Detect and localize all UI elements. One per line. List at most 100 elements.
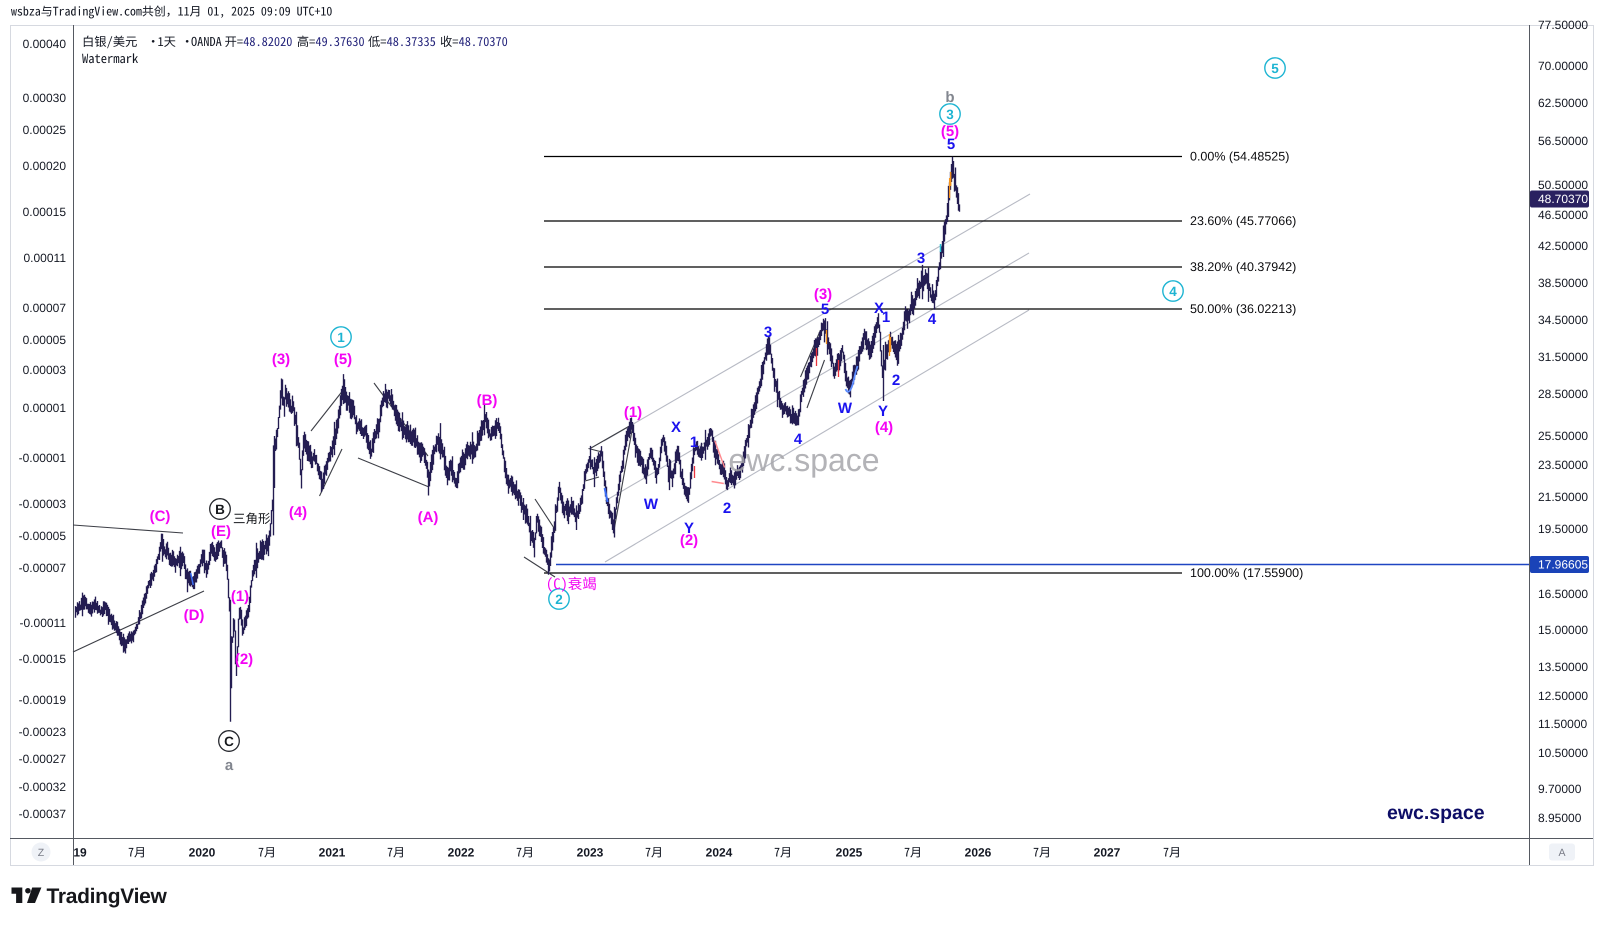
- svg-text:11.50000: 11.50000: [1538, 717, 1587, 731]
- svg-text:10.50000: 10.50000: [1538, 746, 1588, 760]
- svg-text:3: 3: [917, 250, 925, 267]
- svg-text:-0.00032: -0.00032: [19, 780, 67, 794]
- svg-text:4: 4: [928, 311, 937, 328]
- svg-text:23.50000: 23.50000: [1538, 458, 1588, 472]
- svg-text:-0.00037: -0.00037: [19, 807, 67, 821]
- svg-text:B: B: [215, 502, 225, 517]
- svg-text:Y: Y: [684, 520, 694, 537]
- svg-text:0.00030: 0.00030: [23, 91, 67, 105]
- svg-text:(4): (4): [875, 419, 893, 436]
- svg-text:-0.00015: -0.00015: [19, 652, 67, 666]
- svg-text:X: X: [671, 419, 681, 436]
- svg-text:1: 1: [337, 330, 345, 345]
- svg-text:Y: Y: [878, 403, 888, 420]
- svg-text:4: 4: [794, 431, 803, 448]
- svg-text:46.50000: 46.50000: [1538, 208, 1588, 222]
- svg-text:21.50000: 21.50000: [1538, 490, 1588, 504]
- svg-text:C: C: [224, 734, 234, 749]
- svg-text:X: X: [874, 300, 884, 317]
- svg-text:70.00000: 70.00000: [1538, 59, 1588, 73]
- svg-text:2026: 2026: [965, 846, 992, 860]
- svg-text:16.50000: 16.50000: [1538, 587, 1588, 601]
- svg-text:-0.00005: -0.00005: [19, 529, 67, 543]
- svg-text:-0.00011: -0.00011: [20, 616, 67, 630]
- svg-text:2027: 2027: [1094, 846, 1121, 860]
- svg-text:-0.00027: -0.00027: [19, 752, 67, 766]
- svg-text:9.70000: 9.70000: [1538, 782, 1582, 796]
- svg-text:5: 5: [947, 136, 955, 153]
- svg-text:2: 2: [892, 372, 900, 389]
- svg-text:0.00015: 0.00015: [23, 205, 67, 219]
- svg-text:W: W: [644, 496, 659, 513]
- svg-text:Z: Z: [38, 847, 45, 859]
- svg-text:(1): (1): [624, 404, 642, 421]
- svg-text:-0.00003: -0.00003: [19, 497, 67, 511]
- svg-text:(D): (D): [184, 607, 205, 624]
- svg-text:3: 3: [946, 107, 954, 122]
- svg-text:42.50000: 42.50000: [1538, 239, 1588, 253]
- svg-text:0.00040: 0.00040: [23, 37, 67, 51]
- svg-text:3: 3: [764, 324, 772, 341]
- svg-text:(2): (2): [235, 651, 253, 668]
- svg-text:-0.00023: -0.00023: [19, 725, 67, 739]
- svg-text:0.00003: 0.00003: [23, 363, 67, 377]
- svg-text:50.00% (36.02213): 50.00% (36.02213): [1190, 302, 1296, 316]
- svg-text:100.00% (17.55900): 100.00% (17.55900): [1190, 566, 1303, 580]
- svg-text:8.95000: 8.95000: [1538, 811, 1582, 825]
- svg-text:2021: 2021: [319, 846, 346, 860]
- svg-text:(B): (B): [477, 392, 498, 409]
- svg-text:-0.00007: -0.00007: [19, 561, 67, 575]
- svg-text:25.50000: 25.50000: [1538, 429, 1588, 443]
- svg-text:12.50000: 12.50000: [1538, 689, 1588, 703]
- svg-text:(2): (2): [680, 532, 698, 549]
- svg-text:0.00011: 0.00011: [24, 251, 67, 265]
- svg-text:TradingView: TradingView: [47, 885, 168, 908]
- svg-text:-0.00019: -0.00019: [19, 693, 67, 707]
- svg-text:2: 2: [723, 500, 731, 517]
- svg-text:23.60% (45.77066): 23.60% (45.77066): [1190, 214, 1296, 228]
- svg-text:5: 5: [1271, 61, 1279, 76]
- svg-text:b: b: [945, 89, 954, 106]
- svg-text:(5): (5): [941, 123, 959, 140]
- svg-text:62.50000: 62.50000: [1538, 96, 1588, 110]
- svg-text:4: 4: [1169, 284, 1177, 299]
- svg-text:(5): (5): [334, 351, 352, 368]
- svg-text:(4): (4): [289, 504, 307, 521]
- svg-text:34.50000: 34.50000: [1538, 313, 1588, 327]
- svg-text:0.00005: 0.00005: [23, 333, 67, 347]
- svg-text:2022: 2022: [448, 846, 475, 860]
- svg-text:1: 1: [882, 309, 890, 326]
- svg-text:17.96605: 17.96605: [1538, 558, 1588, 572]
- svg-text:(3): (3): [814, 286, 832, 303]
- svg-text:13.50000: 13.50000: [1538, 660, 1588, 674]
- svg-text:0.00007: 0.00007: [23, 301, 67, 315]
- svg-text:77.50000: 77.50000: [1538, 18, 1588, 32]
- svg-text:50.50000: 50.50000: [1538, 178, 1588, 192]
- svg-text:a: a: [225, 757, 234, 774]
- svg-text:15.00000: 15.00000: [1538, 623, 1588, 637]
- svg-text:A: A: [1558, 847, 1565, 859]
- svg-text:38.50000: 38.50000: [1538, 276, 1588, 290]
- svg-text:2020: 2020: [189, 846, 216, 860]
- svg-text:19: 19: [73, 846, 87, 860]
- svg-text:38.20% (40.37942): 38.20% (40.37942): [1190, 260, 1296, 274]
- svg-text:-0.00001: -0.00001: [19, 451, 67, 465]
- svg-text:19.50000: 19.50000: [1538, 522, 1588, 536]
- svg-text:(E): (E): [211, 523, 231, 540]
- svg-text:(C): (C): [150, 508, 171, 525]
- svg-text:ewc.space: ewc.space: [1387, 802, 1485, 824]
- svg-text:2024: 2024: [706, 846, 733, 860]
- svg-text:(3): (3): [272, 351, 290, 368]
- svg-text:2023: 2023: [577, 846, 604, 860]
- svg-text:28.50000: 28.50000: [1538, 387, 1588, 401]
- svg-text:W: W: [838, 400, 853, 417]
- svg-text:ewc.space: ewc.space: [728, 442, 879, 478]
- svg-text:(A): (A): [418, 509, 439, 526]
- svg-text:(1): (1): [231, 588, 249, 605]
- svg-text:1: 1: [690, 434, 698, 451]
- svg-text:0.00001: 0.00001: [23, 401, 67, 415]
- svg-text:48.70370: 48.70370: [1538, 192, 1588, 206]
- svg-text:2025: 2025: [836, 846, 863, 860]
- svg-text:0.00020: 0.00020: [23, 159, 67, 173]
- svg-text:0.00025: 0.00025: [23, 123, 67, 137]
